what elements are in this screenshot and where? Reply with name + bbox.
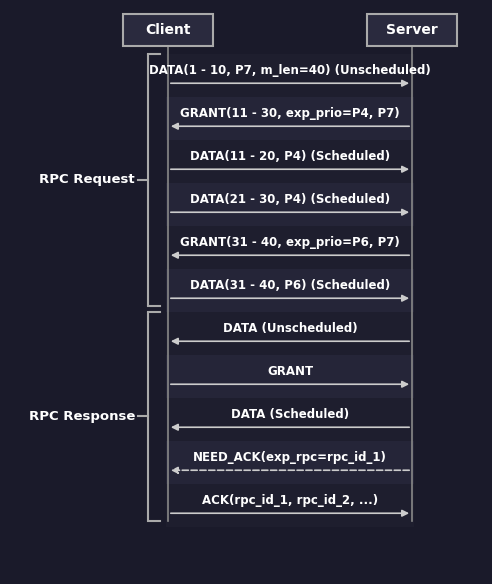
Text: GRANT(11 - 30, exp_prio=P4, P7): GRANT(11 - 30, exp_prio=P4, P7) <box>180 107 400 120</box>
Bar <box>166 183 414 226</box>
Text: DATA (Unscheduled): DATA (Unscheduled) <box>223 322 357 335</box>
Text: RPC Response: RPC Response <box>29 410 135 423</box>
Bar <box>166 441 414 484</box>
Text: NEED_ACK(exp_rpc=rpc_id_1): NEED_ACK(exp_rpc=rpc_id_1) <box>193 451 387 464</box>
FancyBboxPatch shape <box>367 14 457 46</box>
Text: GRANT: GRANT <box>267 365 313 378</box>
Bar <box>166 484 414 527</box>
Bar <box>166 312 414 355</box>
Bar <box>166 97 414 140</box>
Text: DATA(31 - 40, P6) (Scheduled): DATA(31 - 40, P6) (Scheduled) <box>190 279 390 292</box>
FancyBboxPatch shape <box>123 14 213 46</box>
Text: DATA(21 - 30, P4) (Scheduled): DATA(21 - 30, P4) (Scheduled) <box>190 193 390 206</box>
Bar <box>166 398 414 441</box>
Text: RPC Request: RPC Request <box>39 173 135 186</box>
Text: Client: Client <box>145 23 191 37</box>
Bar <box>166 140 414 183</box>
Text: GRANT(31 - 40, exp_prio=P6, P7): GRANT(31 - 40, exp_prio=P6, P7) <box>180 236 400 249</box>
Bar <box>166 269 414 312</box>
Bar <box>166 226 414 269</box>
Text: ACK(rpc_id_1, rpc_id_2, ...): ACK(rpc_id_1, rpc_id_2, ...) <box>202 494 378 507</box>
Bar <box>166 54 414 97</box>
Text: DATA(11 - 20, P4) (Scheduled): DATA(11 - 20, P4) (Scheduled) <box>190 150 390 163</box>
Text: DATA(1 - 10, P7, m_len=40) (Unscheduled): DATA(1 - 10, P7, m_len=40) (Unscheduled) <box>149 64 431 77</box>
Text: Server: Server <box>386 23 438 37</box>
Bar <box>166 355 414 398</box>
Text: DATA (Scheduled): DATA (Scheduled) <box>231 408 349 421</box>
